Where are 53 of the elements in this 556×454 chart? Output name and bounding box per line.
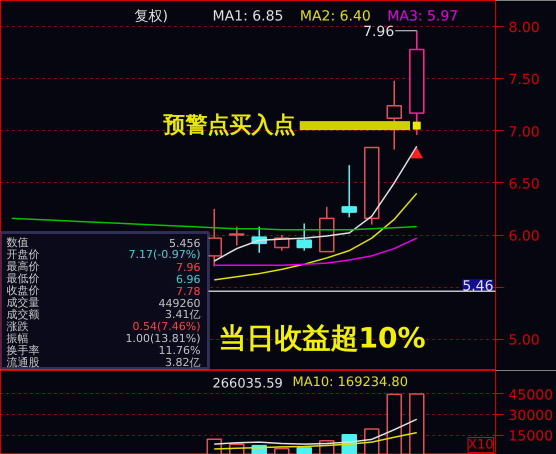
annotation: 266035.59 <box>212 376 283 392</box>
line-series <box>214 146 418 262</box>
candlestick <box>229 226 244 246</box>
category-label: 开盘价 <box>6 248 40 261</box>
annotation: 当日收益超10% <box>218 322 426 354</box>
text: 复权) <box>134 8 168 24</box>
category-label: 最高价 <box>6 260 40 273</box>
text: 11.76% <box>158 344 201 357</box>
category-label: 换手率 <box>6 344 40 357</box>
text: MA1: 6.85 <box>212 8 284 24</box>
y-tick-label: 6.50 <box>508 176 540 192</box>
y-tick-label: 8.00 <box>508 20 540 36</box>
category-label: 最低价 <box>6 272 40 285</box>
text: MA2: 6.40 <box>300 8 371 24</box>
category-label: 涨跌 <box>6 320 28 333</box>
annotation: 7.96 <box>363 24 394 40</box>
text: 5.456 <box>169 237 201 250</box>
text: 1.00(13.81%) <box>125 332 201 345</box>
bar <box>296 447 312 454</box>
line-series <box>11 218 418 231</box>
candlestick <box>342 164 357 218</box>
text: 0.54(7.46%) <box>132 320 201 333</box>
category-label: 数值 <box>6 236 28 249</box>
text: 6.96 <box>176 273 201 286</box>
text: 3.41亿 <box>165 308 201 321</box>
text: 3.82亿 <box>165 356 201 369</box>
y-tick-label: 7.50 <box>508 72 540 88</box>
line-series <box>214 192 418 281</box>
annotation: X10 <box>468 438 494 452</box>
candlestick <box>386 80 402 150</box>
candlestick <box>296 222 312 252</box>
category-label: 成交量 <box>6 296 40 309</box>
line-series <box>214 418 418 445</box>
category-label: 收盘价 <box>6 284 40 297</box>
category-label: 振幅 <box>6 332 28 345</box>
category-label: 成交额 <box>6 308 40 321</box>
y-tick-label: 15000 <box>508 428 554 445</box>
y-tick-label: 7.00 <box>508 124 540 140</box>
text: 7.78 <box>176 285 201 298</box>
line-series <box>214 237 418 266</box>
annotation: 预警点买入点 <box>162 113 296 138</box>
y-tick-label: 6.00 <box>508 228 540 245</box>
text: 449260 <box>158 297 201 310</box>
y-tick-label: 45000 <box>508 387 554 404</box>
text: 7.96 <box>176 261 201 274</box>
y-tick-label: 30000 <box>508 408 554 424</box>
text: 7.17(-0.97%) <box>128 248 201 261</box>
text: MA3: 5.97 <box>387 8 458 24</box>
annotation: MA10: 169234.80 <box>292 375 408 390</box>
line-series <box>214 432 418 450</box>
ref-line-label: 5.46 <box>462 278 494 294</box>
y-tick-label: 5.00 <box>508 332 540 349</box>
category-label: 流通股 <box>6 356 40 369</box>
